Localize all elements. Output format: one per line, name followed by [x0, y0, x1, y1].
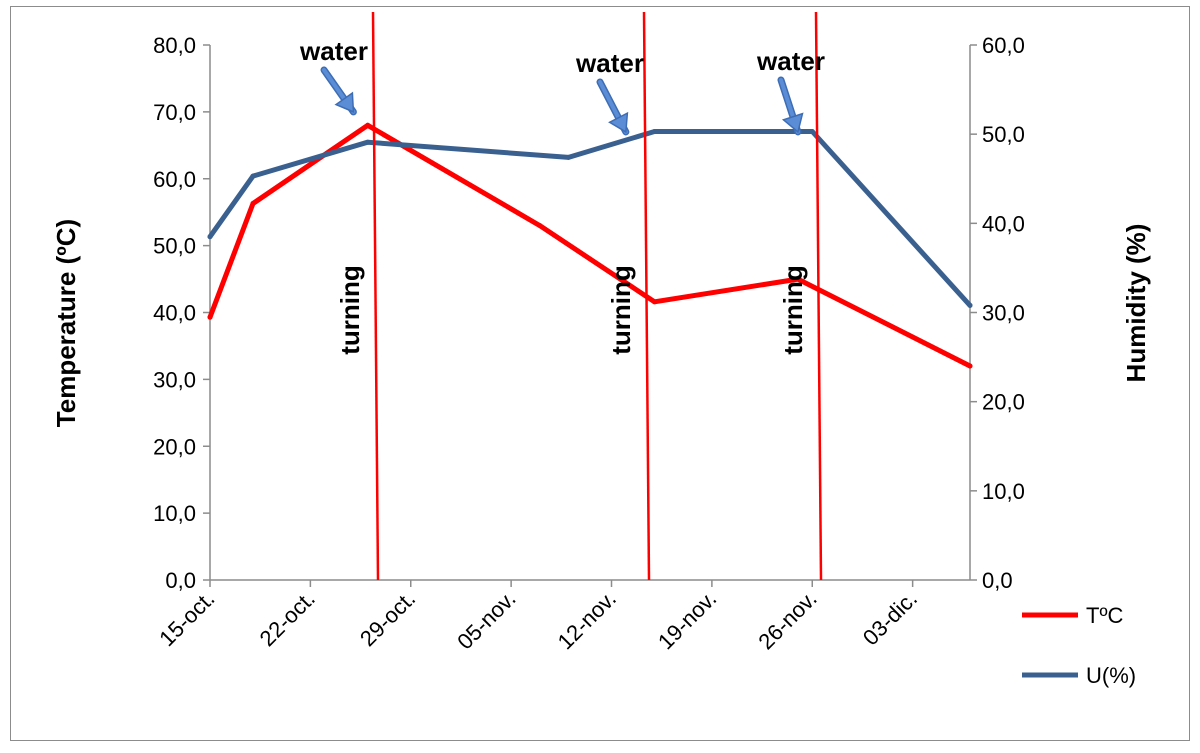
data-point-temperature — [795, 276, 801, 282]
legend-label-temperature: TºC — [1086, 603, 1123, 628]
data-point-humidity — [809, 128, 815, 134]
y2-axis-title: Humidity (%) — [1121, 224, 1151, 383]
turning-label: turning — [606, 265, 636, 355]
water-label: water — [575, 48, 644, 78]
y-tick-label-right: 60,0 — [982, 33, 1025, 58]
turning-label: turning — [335, 265, 365, 355]
turning-line — [371, 11, 380, 581]
water-arrow-head — [781, 112, 804, 134]
x-ticks: 15-oct. 22-oct. 29-oct. 05-nov. 12-nov. 19-no… — [154, 580, 922, 654]
water-label: water — [299, 36, 368, 66]
axes — [209, 45, 971, 581]
y-tick-label-right: 10,0 — [982, 479, 1025, 504]
data-point-temperature — [365, 122, 371, 128]
y-tick-label-left: 30,0 — [153, 367, 196, 392]
y-tick-label-left: 0,0 — [165, 568, 196, 593]
x-tick-label: 22-oct. — [255, 586, 320, 651]
y-tick-label-left: 20,0 — [153, 434, 196, 459]
x-tick-label: 05-nov. — [452, 586, 520, 654]
turning-line — [642, 11, 651, 581]
y-ticks-left: 0,0 10,0 20,0 30,0 40,0 50,0 60,0 70,0 80,0 — [153, 33, 210, 593]
series-layer — [207, 122, 973, 369]
water-label: water — [756, 46, 825, 76]
y-ticks-right: 0,0 10,0 20,0 30,0 40,0 50,0 60,0 — [970, 33, 1025, 593]
data-point-humidity — [207, 234, 213, 240]
x-tick-label: 29-oct. — [355, 586, 420, 651]
y-tick-label-left: 40,0 — [153, 301, 196, 326]
vertical-lines-layer: turning turning turning — [335, 11, 823, 581]
y-axis-title: Temperature (ºC) — [51, 219, 81, 427]
data-point-humidity — [652, 128, 658, 134]
y-tick-label-right: 40,0 — [982, 211, 1025, 236]
legend: TºC U(%) — [1022, 603, 1136, 688]
x-tick-label: 12-nov. — [553, 586, 621, 654]
y-tick-label-left: 80,0 — [153, 33, 196, 58]
water-arrow-head — [334, 91, 355, 114]
legend-label-humidity: U(%) — [1086, 663, 1136, 688]
y-tick-label-left: 70,0 — [153, 100, 196, 125]
data-point-temperature — [207, 314, 213, 320]
y-tick-label-left: 60,0 — [153, 167, 196, 192]
turning-label: turning — [778, 265, 808, 355]
y-tick-label-left: 10,0 — [153, 501, 196, 526]
series-line-temperature — [207, 122, 973, 369]
annotations-layer: water water water — [299, 36, 825, 136]
x-tick-label: 15-oct. — [154, 586, 219, 651]
x-tick-label: 19-nov. — [653, 586, 721, 654]
data-point-humidity — [250, 173, 256, 179]
y-tick-label-right: 30,0 — [982, 301, 1025, 326]
data-point-humidity — [967, 302, 973, 308]
chart-frame — [10, 6, 1190, 741]
x-tick-label: 26-nov. — [753, 586, 821, 654]
data-point-temperature — [652, 299, 658, 305]
data-point-humidity — [565, 154, 571, 160]
data-point-temperature — [967, 363, 973, 369]
series-line-humidity — [207, 129, 973, 308]
y-tick-label-right: 0,0 — [982, 568, 1013, 593]
y-tick-label-left: 50,0 — [153, 234, 196, 259]
data-point-humidity — [365, 139, 371, 145]
data-point-temperature — [250, 200, 256, 206]
turning-line — [814, 11, 823, 581]
y-tick-label-right: 50,0 — [982, 122, 1025, 147]
x-tick-label: 03-dic. — [858, 586, 922, 650]
y-tick-label-right: 20,0 — [982, 390, 1025, 415]
water-arrow-head — [608, 111, 629, 134]
data-point-temperature — [537, 223, 543, 229]
